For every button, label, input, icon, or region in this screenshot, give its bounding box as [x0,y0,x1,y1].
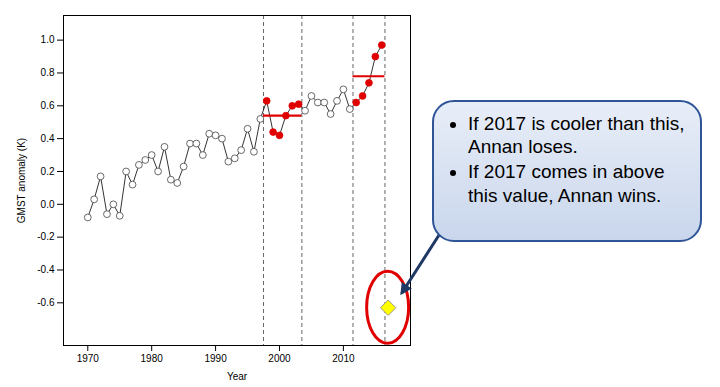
svg-text:-0.2: -0.2 [37,231,55,242]
svg-text:Year: Year [227,371,248,382]
html-text:If 2017 comes in above this va: If 2017 comes in above this value, Annan… [468,161,665,206]
svg-text:0.8: 0.8 [41,67,55,78]
svg-text:2010: 2010 [332,353,355,364]
html-text:If 2017 is cooler than this, A: If 2017 is cooler than this, Annan loses… [468,113,685,158]
svg-text:GMST anomaly (K): GMST anomaly (K) [16,138,27,223]
svg-text:1970: 1970 [77,353,100,364]
svg-text:1980: 1980 [141,353,164,364]
svg-text:2000: 2000 [268,353,291,364]
svg-text:0.4: 0.4 [41,133,55,144]
svg-text:-0.6: -0.6 [37,297,55,308]
svg-text:1.0: 1.0 [41,34,55,45]
svg-text:0.6: 0.6 [41,100,55,111]
svg-text:0.2: 0.2 [41,166,55,177]
svg-text:1990: 1990 [204,353,227,364]
svg-text:0.0: 0.0 [41,199,55,210]
svg-text:-0.4: -0.4 [37,264,55,275]
